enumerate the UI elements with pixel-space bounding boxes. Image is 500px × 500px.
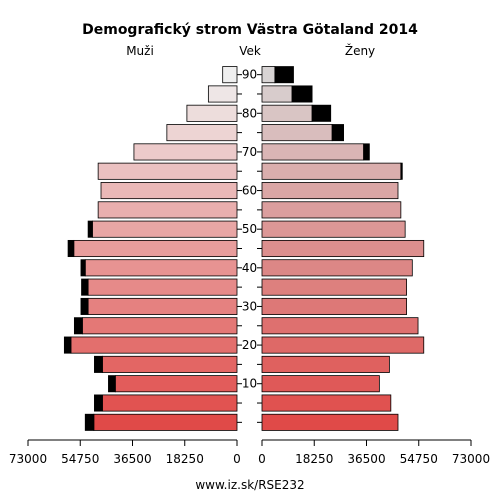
chart-title: Demografický strom Västra Götaland 2014 [82, 22, 418, 38]
male-excess-40-44 [80, 259, 86, 277]
male-excess-50-54 [87, 220, 93, 238]
male-bar-35-39 [87, 278, 238, 296]
male-bar-50-54 [92, 220, 238, 238]
female-bar-80-84 [261, 104, 313, 122]
male-bar-25-29 [81, 317, 238, 335]
male-x-tick-label-3: 18250 [166, 452, 204, 466]
male-bar-30-34 [87, 297, 238, 315]
female-excess-75-79 [331, 124, 344, 142]
age-label-30: 30 [242, 299, 257, 313]
female-bar-50-54 [261, 220, 406, 238]
male-excess-20-24 [63, 336, 72, 354]
female-x-tick-label-1: 18250 [295, 452, 333, 466]
female-x-tick-label-0: 0 [258, 452, 266, 466]
male-bar-5-9 [102, 394, 238, 412]
female-bar-55-59 [261, 201, 402, 219]
female-excess-65-69 [400, 162, 403, 180]
female-excess-80-84 [311, 104, 332, 122]
female-bar-10-14 [261, 375, 380, 393]
female-bar-75-79 [261, 124, 333, 142]
female-bar-90+ [261, 66, 276, 84]
female-bar-40-44 [261, 259, 413, 277]
age-label-40: 40 [242, 261, 257, 275]
female-bar-65-69 [261, 162, 402, 180]
male-bar-80-84 [186, 104, 238, 122]
male-bar-45-49 [73, 239, 238, 258]
female-excess-85-89 [291, 85, 313, 103]
female-x-tick-label-4: 73000 [452, 452, 490, 466]
age-label-70: 70 [242, 145, 257, 159]
male-x-tick-label-2: 36500 [113, 452, 151, 466]
male-bar-75-79 [166, 124, 238, 142]
male-x-tick-label-0: 73000 [9, 452, 47, 466]
male-excess-5-9 [94, 394, 103, 412]
female-bar-35-39 [261, 278, 407, 296]
age-axis-label: Vek [239, 44, 261, 58]
male-x-tick-label-4: 0 [233, 452, 241, 466]
male-excess-45-49 [67, 239, 75, 258]
male-excess-30-34 [80, 297, 89, 315]
female-bar-85-89 [261, 85, 293, 103]
male-label: Muži [126, 44, 154, 58]
male-bar-0-4 [93, 413, 238, 431]
female-x-tick-label-3: 54750 [400, 452, 438, 466]
footer-source: www.iz.sk/RSE232 [195, 478, 304, 492]
female-bar-20-24 [261, 336, 425, 354]
male-bar-60-64 [100, 182, 238, 200]
age-label-90: 90 [242, 68, 257, 82]
male-bar-10-14 [114, 375, 238, 393]
male-bar-40-44 [84, 259, 238, 277]
female-bar-25-29 [261, 317, 419, 335]
male-x-tick-label-1: 54750 [61, 452, 99, 466]
female-bar-30-34 [261, 297, 407, 315]
male-excess-35-39 [81, 278, 89, 296]
female-bar-70-74 [261, 143, 365, 161]
male-bar-90+ [222, 66, 238, 84]
female-bar-5-9 [261, 394, 392, 412]
male-bar-65-69 [97, 162, 238, 180]
female-bar-60-64 [261, 182, 399, 200]
female-label: Ženy [345, 43, 375, 58]
female-excess-70-74 [363, 143, 370, 161]
male-bar-85-89 [207, 85, 238, 103]
female-x-tick-label-2: 36500 [347, 452, 385, 466]
male-excess-10-14 [108, 375, 116, 393]
age-label-20: 20 [242, 338, 257, 352]
male-excess-25-29 [73, 317, 83, 335]
age-label-50: 50 [242, 222, 257, 236]
male-bar-55-59 [97, 201, 238, 219]
female-excess-90+ [274, 66, 294, 84]
male-excess-15-19 [94, 355, 103, 373]
female-bar-0-4 [261, 413, 399, 431]
bars-group [63, 66, 425, 431]
male-bar-15-19 [102, 355, 238, 373]
male-excess-0-4 [84, 413, 95, 431]
age-label-80: 80 [242, 106, 257, 120]
age-label-60: 60 [242, 184, 257, 198]
axes-group: 10 20 30 40 50 60 70 80 90 73000 54750 36500 18250 0 0… [9, 68, 490, 466]
male-bar-70-74 [133, 143, 238, 161]
male-bar-20-24 [70, 336, 238, 354]
female-bar-15-19 [261, 355, 390, 373]
female-bar-45-49 [261, 239, 425, 258]
age-label-10: 10 [242, 377, 257, 391]
